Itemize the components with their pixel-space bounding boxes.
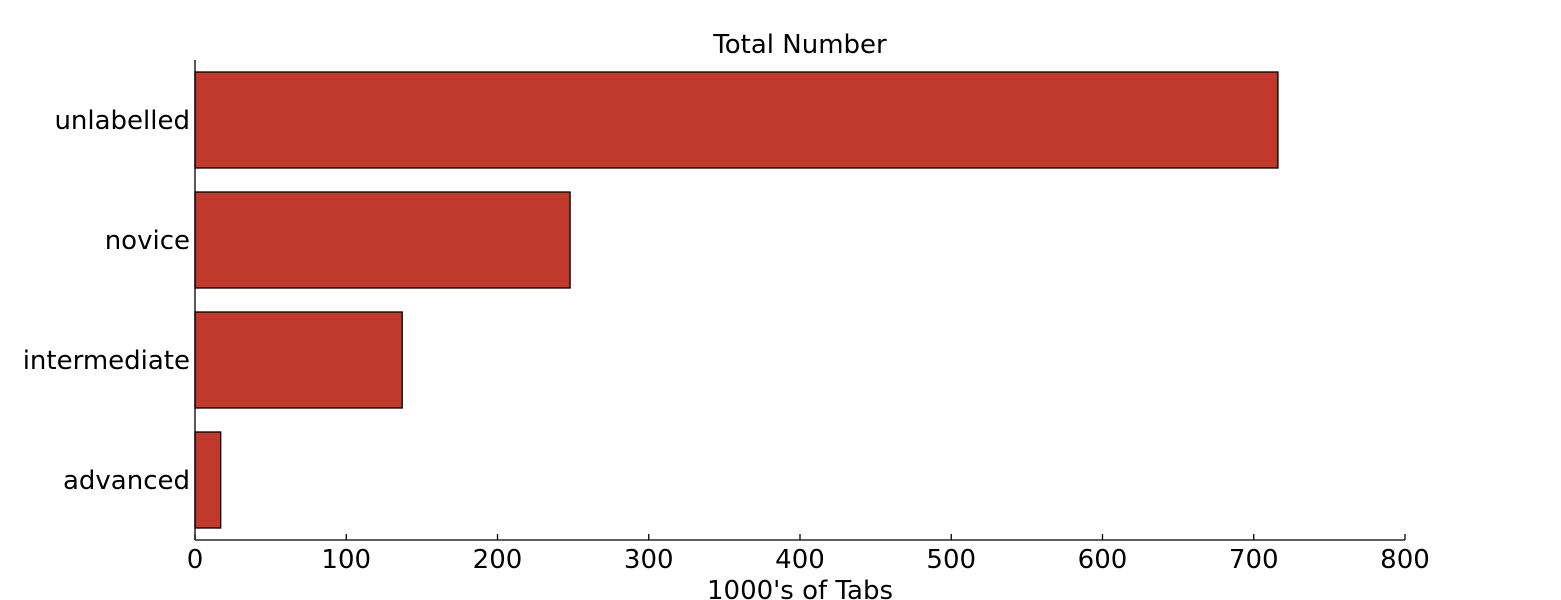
bar-advanced: [194, 431, 222, 529]
y-tick-label-novice: novice: [105, 226, 190, 256]
x-tick-label-300: 300: [624, 545, 674, 575]
x-tick-labels: 0 100 200 300 400 500 600 700 800: [187, 545, 1430, 575]
bar-unlabelled: [194, 71, 1279, 169]
x-tick-label-400: 400: [775, 545, 825, 575]
y-tick-label-intermediate: intermediate: [23, 346, 190, 376]
y-tick-label-unlabelled: unlabelled: [54, 106, 190, 136]
bar-intermediate: [194, 311, 403, 409]
x-tick-label-0: 0: [187, 545, 204, 575]
x-tick-label-800: 800: [1380, 545, 1430, 575]
x-tick-label-700: 700: [1229, 545, 1279, 575]
bars-layer: [194, 71, 1279, 529]
x-tick-label-600: 600: [1078, 545, 1128, 575]
y-tick-label-advanced: advanced: [63, 466, 190, 496]
x-axis-label: 1000's of Tabs: [707, 576, 893, 600]
x-tick-label-500: 500: [926, 545, 976, 575]
chart-title: Total Number: [712, 30, 887, 60]
x-tick-label-100: 100: [321, 545, 371, 575]
bar-novice: [194, 191, 571, 289]
y-tick-labels: advanced intermediate novice unlabelled: [23, 106, 190, 496]
axes-layer: [194, 60, 1406, 541]
x-tick-label-200: 200: [473, 545, 523, 575]
